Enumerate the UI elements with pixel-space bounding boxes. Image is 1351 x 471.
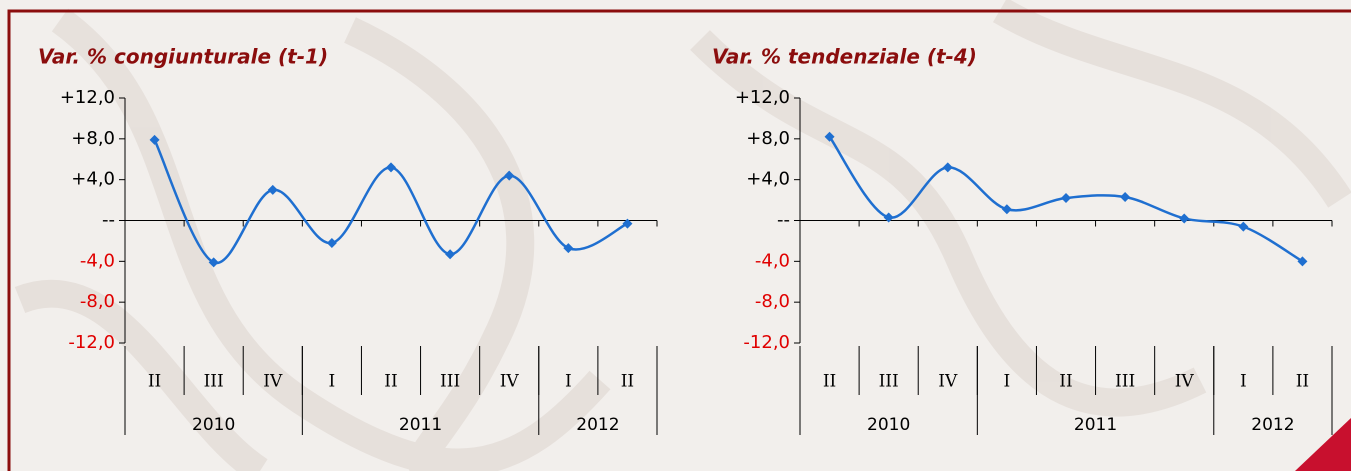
x-tick-label: IV xyxy=(500,372,520,392)
series-line xyxy=(155,140,628,263)
x-tick-label: II xyxy=(823,372,836,392)
chart-subtitle: Var. % tendenziale (t-4) xyxy=(712,45,977,69)
background-decoration xyxy=(20,10,1340,471)
x-tick-label: III xyxy=(440,372,460,392)
x-tick-label: IV xyxy=(1175,372,1195,392)
x-tick-label: I xyxy=(329,372,336,392)
x-group-label: 2011 xyxy=(1074,415,1117,435)
y-tick-label: -8,0 xyxy=(80,291,115,312)
x-tick-label: III xyxy=(1115,372,1135,392)
x-group-label: 2010 xyxy=(867,415,910,435)
x-tick-label: I xyxy=(1004,372,1011,392)
y-tick-label: -4,0 xyxy=(755,250,790,271)
y-tick-label: -- xyxy=(777,210,790,231)
y-tick-label: +4,0 xyxy=(746,169,790,190)
y-tick-label: -12,0 xyxy=(68,332,115,353)
data-point xyxy=(943,162,953,172)
data-point xyxy=(1002,204,1012,214)
x-group-label: 2012 xyxy=(1251,415,1294,435)
y-tick-label: +8,0 xyxy=(71,128,115,149)
data-point xyxy=(1179,213,1189,223)
x-tick-label: III xyxy=(879,372,899,392)
y-tick-label: -12,0 xyxy=(743,332,790,353)
data-point xyxy=(327,238,337,248)
x-tick-label: III xyxy=(204,372,224,392)
data-point xyxy=(386,162,396,172)
x-group-label: 2012 xyxy=(576,415,619,435)
chart-subtitle: Var. % congiunturale (t-1) xyxy=(38,45,328,69)
x-tick-label: IV xyxy=(263,372,283,392)
x-tick-label: II xyxy=(384,372,397,392)
y-tick-label: +12,0 xyxy=(735,87,790,108)
x-group-label: 2010 xyxy=(192,415,235,435)
data-point xyxy=(1061,193,1071,203)
corner-decoration xyxy=(1295,418,1351,471)
y-tick-label: +4,0 xyxy=(71,169,115,190)
x-tick-label: I xyxy=(565,372,572,392)
x-tick-label: I xyxy=(1240,372,1247,392)
x-tick-label: II xyxy=(1296,372,1309,392)
x-tick-label: II xyxy=(1059,372,1072,392)
data-point xyxy=(268,185,278,195)
y-tick-label: +8,0 xyxy=(746,128,790,149)
data-point xyxy=(1120,192,1130,202)
x-group-label: 2011 xyxy=(399,415,442,435)
y-tick-label: -8,0 xyxy=(755,291,790,312)
x-tick-label: II xyxy=(148,372,161,392)
data-point xyxy=(1238,222,1248,232)
data-point xyxy=(445,249,455,259)
y-tick-label: -- xyxy=(102,210,115,231)
y-tick-label: -4,0 xyxy=(80,250,115,271)
x-tick-label: II xyxy=(621,372,634,392)
page: Var. % congiunturale (t-1) Var. % tenden… xyxy=(0,0,1351,471)
chart: Var. % congiunturale (t-1) Var. % tenden… xyxy=(0,0,1351,471)
x-tick-label: IV xyxy=(938,372,958,392)
y-tick-label: +12,0 xyxy=(60,87,115,108)
